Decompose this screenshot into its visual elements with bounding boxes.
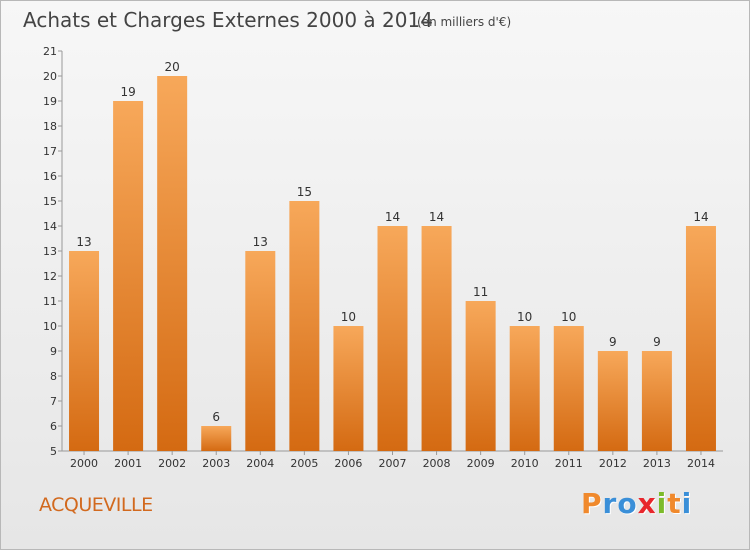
y-tick-label: 18 [43,120,57,133]
bar-value-label: 10 [341,310,356,324]
x-tick-label: 2006 [334,457,362,470]
y-tick-label: 14 [43,220,57,233]
bar [641,351,672,451]
bar-value-label: 14 [385,210,400,224]
y-tick-label: 20 [43,70,57,83]
chart-subtitle: (en milliers d'€) [417,15,511,29]
bar [421,226,452,451]
y-tick-label: 9 [50,345,57,358]
bar-value-label: 9 [653,335,661,349]
bar [289,201,320,451]
proxiti-logo: Proxiti [581,487,692,520]
y-tick-label: 12 [43,270,57,283]
logo-letter: o [617,487,638,520]
bar [377,226,408,451]
x-tick-label: 2008 [423,457,451,470]
x-tick-label: 2002 [158,457,186,470]
bar [597,351,628,451]
x-tick-label: 2009 [467,457,495,470]
bar [553,326,584,451]
y-tick-label: 10 [43,320,57,333]
logo-letter: r [602,487,618,520]
bar [113,101,144,451]
x-tick-label: 2010 [511,457,539,470]
logo-letter: i [656,487,668,520]
x-tick-label: 2013 [643,457,671,470]
x-tick-label: 2012 [599,457,627,470]
bar-value-label: 13 [253,235,268,249]
bar-value-label: 14 [429,210,444,224]
y-tick-label: 19 [43,95,57,108]
logo-letter: t [667,487,682,520]
bar-value-label: 14 [693,210,708,224]
bar-value-label: 13 [76,235,91,249]
y-tick-label: 21 [43,45,57,58]
y-tick-label: 17 [43,145,57,158]
bar-value-label: 11 [473,285,488,299]
bar-value-label: 10 [561,310,576,324]
bar [157,76,188,451]
logo-letter: i [681,487,693,520]
bar-value-label: 9 [609,335,617,349]
y-tick-label: 11 [43,295,57,308]
y-tick-label: 8 [50,370,57,383]
place-name: ACQUEVILLE [39,494,153,516]
x-tick-label: 2014 [687,457,715,470]
logo-letter: P [581,487,603,520]
bar [69,251,100,451]
x-tick-label: 2007 [379,457,407,470]
bar [685,226,716,451]
y-tick-label: 13 [43,245,57,258]
x-tick-label: 2000 [70,457,98,470]
bar-value-label: 19 [120,85,135,99]
bar [465,301,496,451]
y-tick-label: 16 [43,170,57,183]
x-tick-label: 2001 [114,457,142,470]
x-tick-label: 2004 [246,457,274,470]
bar [509,326,540,451]
bar [201,426,232,451]
logo-letter: x [637,487,657,520]
bar [245,251,276,451]
bar-value-label: 10 [517,310,532,324]
y-tick-label: 7 [50,395,57,408]
bar-value-label: 15 [297,185,312,199]
x-tick-label: 2003 [202,457,230,470]
x-tick-label: 2011 [555,457,583,470]
x-tick-label: 2005 [290,457,318,470]
bar-value-label: 20 [165,60,180,74]
chart-title: Achats et Charges Externes 2000 à 2014 [23,8,433,32]
bar [333,326,364,451]
y-tick-label: 15 [43,195,57,208]
bar-value-label: 6 [212,410,220,424]
y-tick-label: 5 [50,445,57,458]
y-tick-label: 6 [50,420,57,433]
